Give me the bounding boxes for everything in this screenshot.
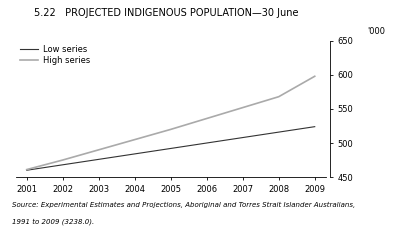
Low series — [168, 147, 173, 150]
Line: High series: High series — [27, 76, 315, 170]
High series — [240, 106, 245, 109]
High series — [312, 75, 317, 78]
Low series — [204, 142, 209, 144]
Low series — [240, 136, 245, 139]
Low series — [96, 158, 101, 161]
Low series — [312, 125, 317, 128]
Text: 1991 to 2009 (3238.0).: 1991 to 2009 (3238.0). — [12, 218, 94, 225]
Low series — [132, 153, 137, 155]
High series — [204, 117, 209, 120]
Low series — [24, 169, 29, 172]
Text: '000: '000 — [367, 27, 385, 36]
High series — [168, 128, 173, 131]
Legend: Low series, High series: Low series, High series — [20, 45, 90, 65]
High series — [24, 168, 29, 171]
High series — [60, 159, 65, 161]
Line: Low series: Low series — [27, 127, 315, 170]
High series — [276, 95, 281, 98]
Text: 5.22   PROJECTED INDIGENOUS POPULATION—30 June: 5.22 PROJECTED INDIGENOUS POPULATION—30 … — [35, 8, 299, 18]
High series — [96, 148, 101, 151]
High series — [132, 138, 137, 141]
Low series — [60, 163, 65, 166]
Low series — [276, 131, 281, 133]
Text: Source: Experimental Estimates and Projections, Aboriginal and Torres Strait Isl: Source: Experimental Estimates and Proje… — [12, 202, 355, 208]
